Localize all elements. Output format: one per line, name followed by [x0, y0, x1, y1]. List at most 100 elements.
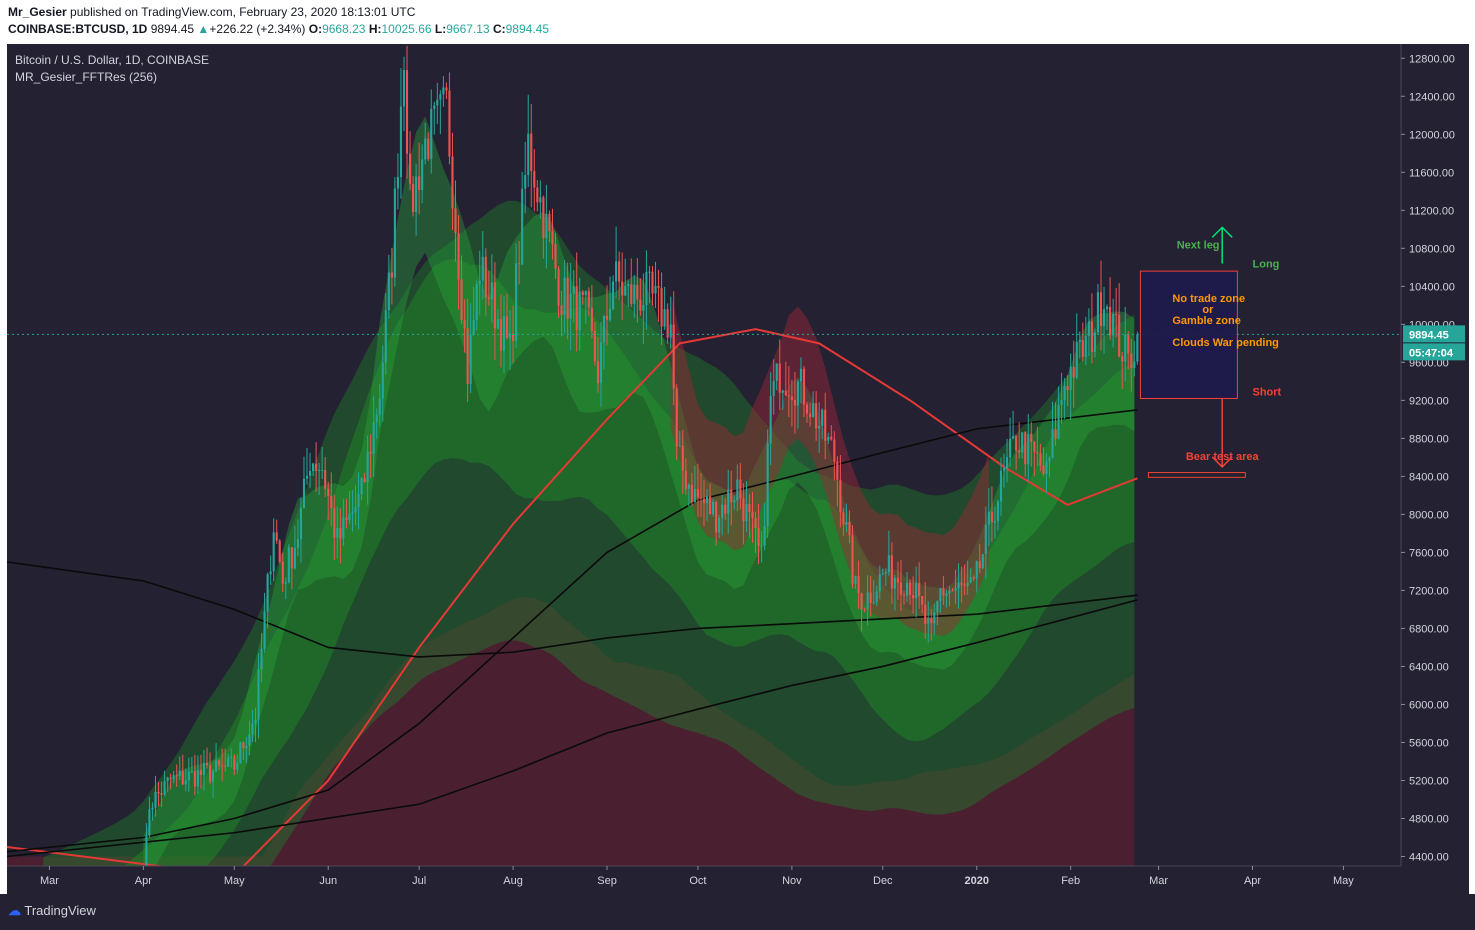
- candle-body: [778, 363, 781, 393]
- candle-body: [893, 578, 896, 589]
- candle-body: [269, 571, 272, 575]
- time-tick-label: Apr: [1244, 875, 1261, 887]
- author-name[interactable]: Mr_Gesier: [8, 5, 67, 19]
- candle-body: [327, 488, 330, 497]
- chart-area[interactable]: Next leg Long Short Bear test area No trade …: [7, 44, 1469, 894]
- candle-body: [1115, 313, 1118, 316]
- candle-body: [448, 90, 451, 157]
- candle-body: [736, 479, 739, 501]
- candle-body: [463, 320, 466, 329]
- candle-body: [251, 723, 254, 735]
- candle-body: [551, 231, 554, 245]
- candle-body: [636, 284, 639, 300]
- candle-body: [336, 528, 339, 538]
- candle-body: [639, 299, 642, 311]
- candle-body: [369, 452, 372, 454]
- candle-body: [1015, 436, 1018, 451]
- candle-body: [902, 594, 906, 596]
- candle-body: [1060, 400, 1063, 405]
- candle-body: [548, 213, 551, 232]
- candle-body: [493, 282, 496, 329]
- candle-body: [324, 469, 327, 489]
- red-cloud-lower: [7, 596, 1135, 866]
- candle-body: [739, 479, 742, 499]
- candle-body: [278, 540, 281, 562]
- candle-body: [796, 381, 800, 406]
- candle-body: [724, 504, 727, 514]
- candle-body: [721, 504, 724, 519]
- price-tick-label: 8800.00: [1409, 433, 1449, 445]
- bear-test-box: [1147, 472, 1246, 478]
- candle-body: [208, 765, 212, 782]
- candle-body: [321, 469, 324, 471]
- candle-body: [275, 532, 278, 541]
- candle-body: [954, 588, 957, 591]
- candle-body: [230, 756, 233, 758]
- high-label: H:: [368, 22, 382, 36]
- candle-body: [487, 297, 490, 300]
- candle-body: [1099, 292, 1103, 327]
- price-tick-label: 4400.00: [1409, 851, 1449, 863]
- candle-body: [1042, 465, 1045, 474]
- candle-body: [293, 547, 296, 569]
- candle-body: [1081, 340, 1084, 358]
- candle-body: [845, 521, 848, 525]
- candle-body: [490, 282, 493, 300]
- candle-body: [360, 478, 363, 495]
- candle-body: [772, 380, 775, 396]
- no-trade-zone-box: [1139, 270, 1238, 399]
- candle-body: [757, 527, 760, 546]
- candle-body: [839, 479, 842, 513]
- candle-body: [996, 501, 1000, 522]
- candle-body: [993, 521, 996, 523]
- candle-body: [378, 398, 381, 415]
- candle-body: [608, 308, 612, 320]
- candle-body: [342, 517, 345, 539]
- time-tick-label: Mar: [40, 875, 59, 887]
- long-arrow-head: [1211, 226, 1233, 238]
- candle-body: [530, 133, 533, 172]
- candle-body: [299, 508, 303, 540]
- candle-body: [1105, 306, 1109, 310]
- candle-body: [742, 498, 745, 522]
- candle-body: [590, 307, 593, 332]
- candle-body: [702, 498, 706, 504]
- footer-bar: [0, 894, 1475, 930]
- candle-body: [621, 281, 624, 296]
- time-tick-label: Apr: [135, 875, 152, 887]
- candle-body: [930, 618, 933, 624]
- candle-body: [254, 719, 257, 724]
- candle-body: [427, 138, 430, 159]
- candle-body: [951, 590, 954, 592]
- candle-body: [615, 261, 618, 282]
- candle-body: [1133, 361, 1136, 368]
- candle-body: [809, 413, 812, 418]
- candle-body: [987, 511, 990, 525]
- candle-body: [660, 287, 663, 327]
- tradingview-logo[interactable]: ☁ TradingView: [8, 903, 96, 919]
- price-tick-label: 9200.00: [1409, 395, 1449, 407]
- legend-title[interactable]: Bitcoin / U.S. Dollar, 1D, COINBASE: [15, 53, 210, 67]
- time-tick-label: Jul: [412, 875, 426, 887]
- candle-body: [1039, 453, 1042, 466]
- publish-bar: Mr_Gesier published on TradingView.com, …: [0, 0, 1475, 44]
- indicator-legend[interactable]: MR_Gesier_FFTRes (256): [15, 70, 158, 84]
- candle-body: [918, 582, 921, 597]
- candle-body: [802, 368, 806, 405]
- candle-body: [354, 507, 357, 513]
- candle-body: [672, 324, 675, 389]
- candle-body: [351, 512, 354, 515]
- up-triangle-icon: ▲: [197, 22, 210, 36]
- low-value: 9667.13: [446, 22, 490, 36]
- candle-body: [969, 577, 972, 583]
- price-tick-label: 8400.00: [1409, 471, 1449, 483]
- candle-body: [693, 489, 696, 503]
- zone-text: Clouds War pending: [1172, 337, 1279, 349]
- time-tick-label: Feb: [1061, 875, 1080, 887]
- candle-body: [696, 489, 699, 498]
- candle-body: [618, 261, 621, 282]
- candle-body: [175, 775, 178, 777]
- candle-body: [260, 648, 263, 670]
- candle-body: [1075, 342, 1078, 378]
